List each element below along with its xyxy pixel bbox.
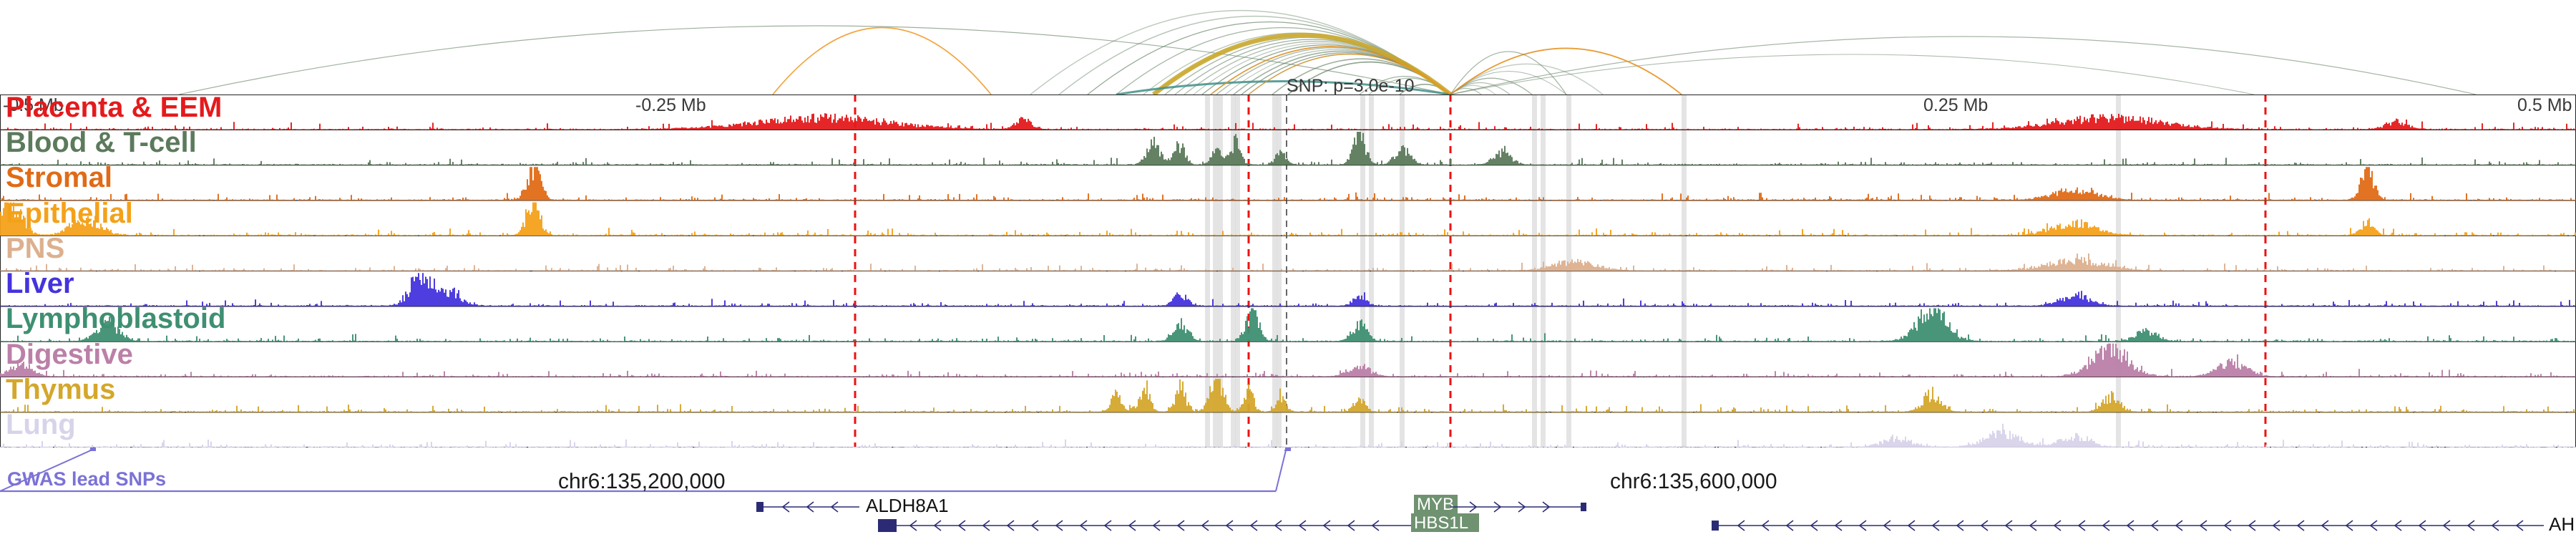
- svg-text:HBS1L: HBS1L: [1414, 513, 1468, 533]
- svg-text:chr6:135,600,000: chr6:135,600,000: [1610, 470, 1777, 493]
- svg-text:chr6:135,200,000: chr6:135,200,000: [558, 470, 726, 493]
- svg-text:AHI1: AHI1: [2549, 513, 2576, 535]
- svg-text:MYB: MYB: [1417, 495, 1454, 514]
- svg-text:ALDH8A1: ALDH8A1: [866, 495, 949, 516]
- svg-text:GWAS lead SNPs: GWAS lead SNPs: [7, 468, 166, 490]
